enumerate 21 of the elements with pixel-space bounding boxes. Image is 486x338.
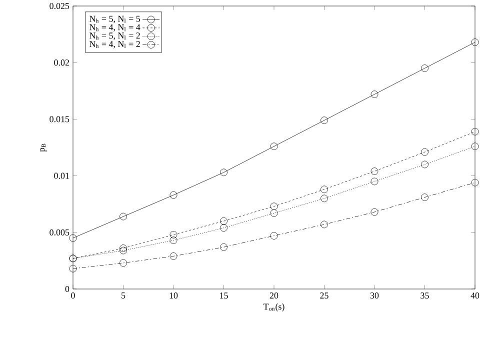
- x-tick-label: 15: [220, 292, 228, 299]
- legend-label: N$_{h}$ = 5, N$_{l}$ = 2: [90, 32, 140, 40]
- x-tick-label: 10: [170, 292, 178, 299]
- legend-label: N$_{h}$ = 4, N$_{l}$ = 2: [90, 41, 140, 48]
- y-tick-label: 0.015: [50, 116, 70, 122]
- legend-label: N$_{h}$ = 5, N$_{l}$ = 5: [90, 16, 140, 24]
- y-tick-label: 0.02: [54, 60, 69, 66]
- x-axis-title: T$_{on}$(s): [263, 303, 284, 312]
- y-tick-label: 0.01: [54, 172, 69, 179]
- y-tick-label: 0.005: [50, 229, 70, 236]
- x-tick-label: 0: [71, 292, 75, 299]
- legend-label: N$_{h}$ = 4, N$_{l}$ = 4: [90, 24, 140, 32]
- x-tick-label: 35: [420, 292, 429, 299]
- y-tick-label: 0.025: [50, 2, 70, 10]
- x-tick-label: 20: [270, 292, 278, 299]
- x-tick-label: 40: [470, 292, 480, 299]
- x-tick-label: 30: [370, 292, 379, 299]
- y-axis-title: p$_{B}$: [40, 144, 46, 152]
- x-tick-label: 5: [122, 292, 126, 298]
- x-tick-label: 25: [320, 292, 328, 299]
- y-tick-label: 0: [65, 286, 70, 292]
